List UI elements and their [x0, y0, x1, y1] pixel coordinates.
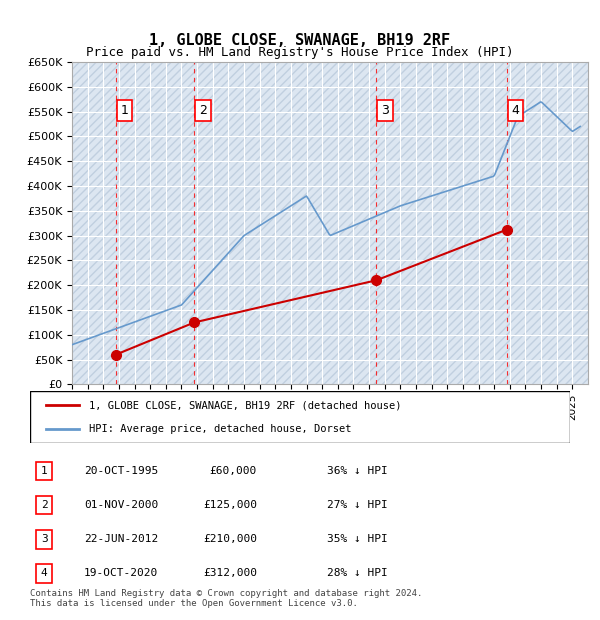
Text: £210,000: £210,000 [203, 534, 257, 544]
Text: 1, GLOBE CLOSE, SWANAGE, BH19 2RF (detached house): 1, GLOBE CLOSE, SWANAGE, BH19 2RF (detac… [89, 401, 402, 410]
Text: 20-OCT-1995: 20-OCT-1995 [84, 466, 158, 476]
Text: 1: 1 [41, 466, 47, 476]
Text: 36% ↓ HPI: 36% ↓ HPI [327, 466, 388, 476]
Text: 27% ↓ HPI: 27% ↓ HPI [327, 500, 388, 510]
Text: 2: 2 [41, 500, 47, 510]
Text: 19-OCT-2020: 19-OCT-2020 [84, 569, 158, 578]
Text: £60,000: £60,000 [209, 466, 257, 476]
Text: 22-JUN-2012: 22-JUN-2012 [84, 534, 158, 544]
Text: Contains HM Land Registry data © Crown copyright and database right 2024.
This d: Contains HM Land Registry data © Crown c… [30, 588, 422, 608]
Text: 28% ↓ HPI: 28% ↓ HPI [327, 569, 388, 578]
Text: 01-NOV-2000: 01-NOV-2000 [84, 500, 158, 510]
Text: Price paid vs. HM Land Registry's House Price Index (HPI): Price paid vs. HM Land Registry's House … [86, 46, 514, 59]
Text: 1: 1 [121, 104, 128, 117]
Text: £312,000: £312,000 [203, 569, 257, 578]
Text: 35% ↓ HPI: 35% ↓ HPI [327, 534, 388, 544]
FancyBboxPatch shape [30, 391, 570, 443]
Text: HPI: Average price, detached house, Dorset: HPI: Average price, detached house, Dors… [89, 423, 352, 433]
Text: £125,000: £125,000 [203, 500, 257, 510]
Text: 3: 3 [41, 534, 47, 544]
Text: 1, GLOBE CLOSE, SWANAGE, BH19 2RF: 1, GLOBE CLOSE, SWANAGE, BH19 2RF [149, 33, 451, 48]
Text: 4: 4 [41, 569, 47, 578]
Text: 2: 2 [199, 104, 207, 117]
Text: 3: 3 [381, 104, 389, 117]
Text: 4: 4 [511, 104, 519, 117]
